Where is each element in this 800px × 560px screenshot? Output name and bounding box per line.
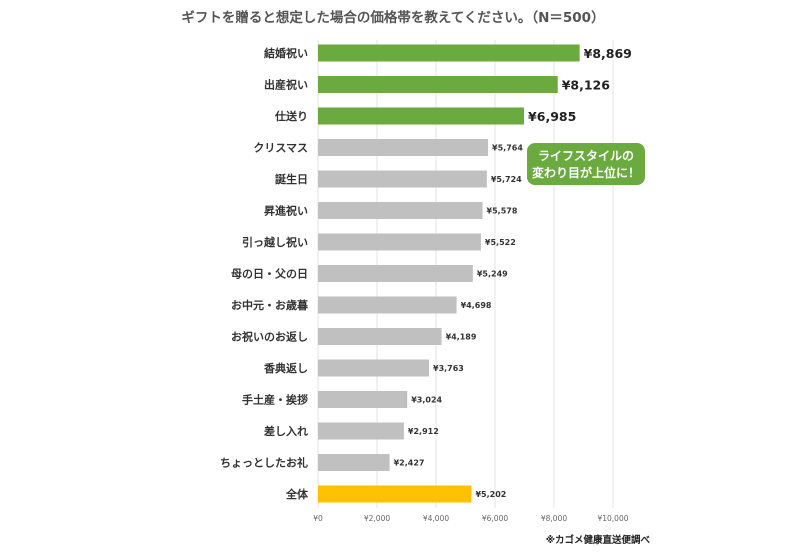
value-label: ¥4,698	[461, 301, 492, 310]
value-labels: ¥8,869 ¥8,126 ¥6,985 ¥5,764 ¥5,724 ¥5,578 ¥5,5…	[394, 46, 632, 499]
value-label: ¥5,522	[485, 238, 516, 247]
category-labels: 結婚祝い出産祝い仕送りクリスマス誕生日昇進祝い引っ越し祝い母の日・父の日お中元・…	[220, 46, 309, 501]
callout-box	[527, 143, 645, 185]
bar	[318, 422, 404, 440]
callout-line-1: ライフスタイルの	[538, 149, 634, 163]
category-label: お祝いのお返し	[231, 330, 308, 344]
bar	[318, 76, 558, 93]
bar	[318, 454, 390, 471]
chart-title: ギフトを贈ると想定した場合の価格帯を教えてください。（N＝500）	[181, 9, 604, 26]
bar	[318, 233, 481, 251]
category-label: 母の日・父の日	[231, 268, 308, 281]
category-label: 手土産・挨拶	[242, 393, 308, 407]
value-label: ¥2,912	[408, 427, 439, 436]
value-label: ¥5,578	[487, 207, 518, 216]
bar	[318, 296, 457, 314]
bar	[318, 328, 442, 345]
bar	[318, 359, 430, 377]
x-tick-label: ¥10,000	[597, 514, 628, 523]
x-tick-label: ¥0	[313, 514, 323, 523]
value-label: ¥5,724	[491, 175, 522, 184]
bar	[318, 202, 483, 219]
value-label: ¥8,869	[584, 46, 632, 61]
category-label: 誕生日	[275, 172, 308, 186]
x-tick-label: ¥4,000	[423, 514, 449, 523]
category-label: ちょっとしたお礼	[220, 456, 308, 470]
callout-line-2: 変わり目が上位に！	[532, 165, 640, 180]
bar	[318, 391, 408, 408]
bar	[318, 485, 472, 503]
source-note: ※カゴメ健康直送便調べ	[546, 534, 651, 546]
bar	[318, 265, 473, 282]
category-label: 全体	[285, 487, 309, 501]
category-label: お中元・お歳暮	[231, 298, 309, 312]
bar	[318, 170, 487, 188]
bar	[318, 107, 525, 125]
x-tick-label: ¥8,000	[541, 514, 567, 523]
category-label: 結婚祝い	[264, 46, 308, 60]
category-label: クリスマス	[253, 142, 308, 155]
x-tick-label: ¥2,000	[364, 514, 390, 523]
value-label: ¥4,189	[446, 333, 477, 342]
value-label: ¥5,764	[492, 144, 523, 153]
bar	[318, 139, 489, 156]
value-label: ¥2,427	[394, 459, 425, 468]
bars	[318, 44, 580, 503]
x-tick-label: ¥6,000	[482, 514, 508, 523]
category-label: 引っ越し祝い	[242, 235, 308, 249]
category-label: 差し入れ	[264, 424, 308, 438]
annotation-callout: ライフスタイルの 変わり目が上位に！	[527, 143, 645, 185]
value-label: ¥8,126	[562, 78, 611, 93]
value-label: ¥5,202	[475, 490, 506, 499]
category-label: 香典返し	[263, 361, 308, 375]
value-label: ¥3,024	[411, 396, 442, 405]
value-label: ¥3,763	[433, 364, 464, 373]
category-label: 仕送り	[274, 109, 308, 123]
value-label: ¥6,985	[528, 109, 576, 124]
value-label: ¥5,249	[477, 270, 508, 279]
category-label: 昇進祝い	[264, 204, 308, 218]
bar	[318, 44, 580, 62]
category-label: 出産祝い	[264, 78, 308, 92]
x-axis-tick-labels: ¥0 ¥2,000 ¥4,000 ¥6,000 ¥8,000 ¥10,000	[313, 514, 629, 523]
